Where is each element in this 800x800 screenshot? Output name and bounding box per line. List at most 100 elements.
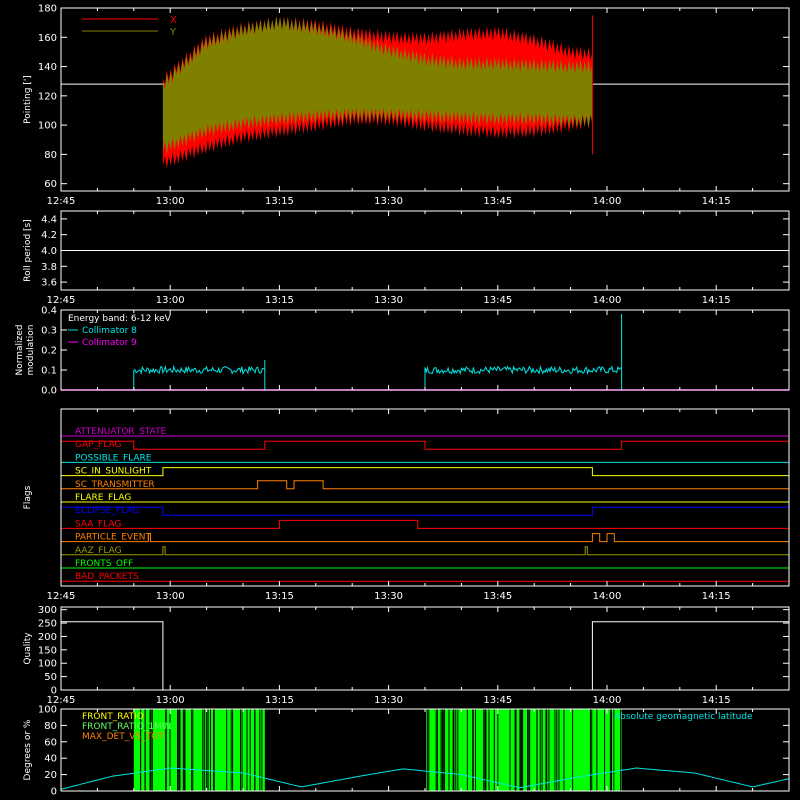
x-tick-label: 13:30: [374, 196, 403, 207]
y-axis-quality: 0 50 100 150 200 250 300: [38, 605, 789, 697]
collimator-8-segment-1: [424, 314, 623, 390]
flag-line-gap-flag: [60, 440, 790, 450]
flag-label-possible-flare: POSSIBLE_FLARE: [75, 453, 152, 463]
x-tick-label: 13:45: [483, 591, 512, 602]
y-axis-pointing: 60 80 100 120 140 160 180: [38, 4, 789, 190]
x-tick-label: 13:30: [374, 591, 403, 602]
y-axis-label-quality: Quality: [23, 632, 33, 665]
x-tick-label: 12:45: [47, 591, 76, 602]
x-tick-label: 14:00: [593, 591, 622, 602]
x-tick-label: 14:00: [593, 695, 622, 706]
y-tick-label: 50: [44, 672, 57, 683]
y-tick-label: 0.3: [41, 326, 57, 337]
y-axis-roll: 3.6 3.8 4.0 4.2 4.4: [41, 214, 789, 289]
flag-label-saa-flag: SAA_FLAG: [75, 519, 121, 529]
flag-label-particle-event: PARTICLE_EVENT: [75, 533, 152, 543]
x-tick-label: 12:45: [47, 695, 76, 706]
x-tick-label: 13:00: [156, 695, 185, 706]
legend-label-front-ratio: FRONT_RATIO: [82, 712, 144, 722]
y-tick-label: 20: [44, 770, 57, 781]
y-tick-label: 80: [44, 721, 57, 732]
y-axis-label-modulation: Normalized: [15, 324, 25, 375]
legend-label-front-ratio-1min: FRONT_RATIO_1MIN: [82, 722, 171, 732]
y-tick-label: 3.8: [41, 262, 57, 273]
pointing-series-y: [162, 16, 593, 155]
x-tick-label: 13:00: [156, 196, 185, 207]
flag-line-particle-event: [61, 533, 789, 543]
flag-line-aaz-flag: [61, 546, 789, 556]
y-tick-label: 150: [38, 645, 57, 656]
y-axis-label-flags: Flags: [23, 485, 33, 509]
panel-quality: [60, 606, 790, 691]
legend-label-geomagnetic-latitude: Absolute geomagnetic latitude: [614, 712, 753, 722]
y-tick-label: 3.6: [41, 278, 57, 289]
time-axis-degrees: [60, 709, 790, 791]
x-tick-label: 13:15: [265, 196, 294, 207]
collimator-8-segment-0: [133, 360, 266, 390]
flag-line-sc-transmitter: [61, 480, 789, 490]
y-tick-label: 0.1: [41, 366, 57, 377]
time-axis-quality: 12:45 13:00 13:15 13:30 13:45 14:00 14:15: [47, 607, 790, 706]
x-tick-label: 13:30: [374, 695, 403, 706]
legend-label-x: X: [170, 15, 177, 26]
x-tick-label: 14:15: [702, 695, 731, 706]
x-tick-label: 13:00: [156, 295, 185, 306]
y-axis-label-roll: Roll period [s]: [23, 219, 33, 281]
x-tick-label: 13:00: [156, 591, 185, 602]
x-tick-label: 14:15: [702, 295, 731, 306]
time-axis-modulation: [60, 310, 790, 390]
x-tick-label: 12:45: [47, 196, 76, 207]
x-tick-label: 14:15: [702, 591, 731, 602]
y-tick-label: 0.0: [41, 386, 57, 397]
flag-label-aaz-flag: AAZ_FLAG: [75, 546, 122, 556]
y-tick-label: 250: [38, 619, 57, 630]
y-axis-label-modulation: modulation: [26, 325, 36, 376]
y-tick-label: 200: [38, 632, 57, 643]
y-tick-label: 120: [38, 91, 57, 102]
legend-label-y: Y: [169, 27, 177, 38]
y-tick-label: 300: [38, 605, 57, 616]
front-ratio-block-0: [133, 709, 265, 791]
y-tick-label: 160: [38, 33, 57, 44]
x-tick-label: 13:30: [374, 295, 403, 306]
flag-line-sc-in-sunlight: [61, 467, 789, 477]
x-tick-label: 13:15: [265, 591, 294, 602]
y-tick-label: 0.4: [41, 306, 57, 317]
y-tick-label: 60: [44, 737, 57, 748]
x-tick-label: 14:00: [593, 295, 622, 306]
y-tick-label: 100: [38, 121, 57, 132]
y-tick-label: 80: [44, 150, 57, 161]
time-axis-flags: 12:45 13:00 13:15 13:30 13:45 14:00 14:15: [47, 409, 790, 602]
y-tick-label: 0: [51, 686, 57, 697]
flag-line-saa-flag: [61, 519, 789, 529]
y-tick-label: 0: [51, 787, 57, 798]
time-axis-pointing: 12:45 13:00 13:15 13:30 13:45 14:00 14:15: [47, 8, 790, 207]
x-tick-label: 14:00: [593, 196, 622, 207]
flag-label-attenuator-state: ATTENUATOR_STATE: [75, 427, 167, 437]
x-tick-label: 13:45: [483, 295, 512, 306]
flag-label-flare-flag: FLARE_FLAG: [75, 493, 131, 503]
y-axis-label-pointing: Pointing [']: [23, 75, 33, 124]
x-tick-label: 14:15: [702, 196, 731, 207]
y-tick-label: 4.0: [41, 246, 57, 257]
quality-line: [61, 621, 789, 691]
legend-label-max-det-vs-tot: MAX_DET_VS_TOT: [82, 732, 164, 742]
flag-label-sc-transmitter: SC_TRANSMITTER: [75, 480, 155, 490]
y-axis-label-degrees: Degrees or %: [23, 719, 33, 780]
x-tick-label: 13:15: [265, 695, 294, 706]
flag-label-fronts-off: FRONTS_OFF: [75, 559, 133, 569]
y-tick-label: 4.2: [41, 230, 57, 241]
y-tick-label: 40: [44, 754, 57, 765]
x-tick-label: 13:15: [265, 295, 294, 306]
legend-label-modulation: Collimator 9: [82, 338, 137, 348]
x-tick-label: 12:45: [47, 295, 76, 306]
flag-line-eclipse-flag: [60, 506, 790, 516]
geomagnetic-latitude-line: [60, 767, 790, 790]
y-tick-label: 4.4: [41, 214, 57, 225]
legend-label-modulation: Energy band: 6-12 keV: [68, 314, 172, 324]
flag-label-bad-packets: BAD_PACKETS: [75, 572, 139, 582]
y-tick-label: 180: [38, 4, 57, 15]
flag-label-gap-flag: GAP_FLAG: [75, 440, 121, 450]
flag-label-sc-in-sunlight: SC_IN_SUNLIGHT: [75, 467, 152, 477]
